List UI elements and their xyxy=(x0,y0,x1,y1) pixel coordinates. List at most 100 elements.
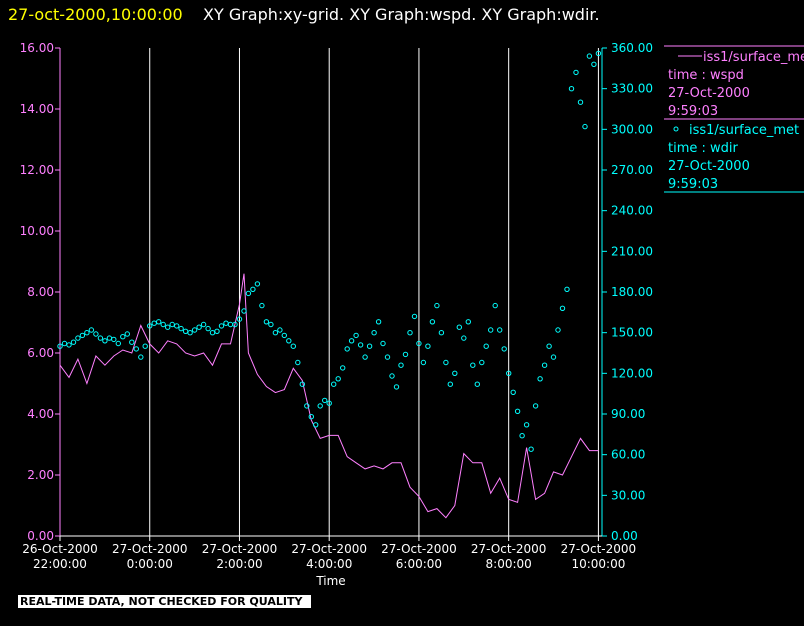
left-axis-tick-label: 16.00 xyxy=(20,41,54,55)
wdir-point xyxy=(438,330,445,336)
right-axis-tick-label: 300.00 xyxy=(611,122,653,136)
wdir-point xyxy=(348,338,355,344)
wdir-point xyxy=(407,330,413,336)
right-axis-tick-label: 30.00 xyxy=(611,488,645,502)
wdir-point xyxy=(595,50,602,57)
wdir-point xyxy=(577,99,584,105)
wdir-point xyxy=(250,286,256,292)
x-axis-tick-time: 6:00:00 xyxy=(396,557,442,571)
wdir-point xyxy=(344,346,350,352)
wdir-point xyxy=(286,338,292,344)
wdir-point xyxy=(79,332,86,339)
wdir-point xyxy=(452,370,458,376)
wdir-point xyxy=(272,330,279,336)
wdir-point xyxy=(506,370,512,376)
wdir-point xyxy=(147,323,153,329)
title-graph-list: XY Graph:xy-grid. XY Graph:wspd. XY Grap… xyxy=(203,5,600,24)
wdir-point xyxy=(335,376,341,382)
wdir-point xyxy=(537,376,543,382)
wdir-point xyxy=(523,422,530,428)
left-axis-tick-label: 2.00 xyxy=(27,468,54,482)
x-axis-tick-date: 27-Oct-2000 xyxy=(112,542,188,556)
wdir-point xyxy=(268,321,274,328)
x-axis-tick-date: 27-Oct-2000 xyxy=(381,542,457,556)
wdir-point xyxy=(263,319,270,325)
right-axis-tick-label: 120.00 xyxy=(611,366,653,380)
wdir-point xyxy=(178,325,184,332)
wdir-point xyxy=(120,334,126,340)
wdir-point xyxy=(75,335,81,341)
wdir-point xyxy=(384,354,391,360)
wdir-point xyxy=(443,359,449,366)
wdir-point xyxy=(259,302,265,309)
right-axis-tick-label: 210.00 xyxy=(611,244,653,258)
wdir-point xyxy=(299,381,305,387)
wdir-point xyxy=(528,446,534,452)
wdir-point xyxy=(227,321,234,328)
left-axis-tick-label: 4.00 xyxy=(27,407,54,421)
legend-wspd-var: time : wspd xyxy=(668,68,744,83)
wdir-point xyxy=(541,362,548,368)
wdir-point xyxy=(66,342,72,348)
legend-wdir-var: time : wdir xyxy=(668,141,739,156)
wdir-point xyxy=(357,342,364,348)
wdir-point xyxy=(205,325,211,332)
wdir-point xyxy=(492,302,498,309)
wdir-point xyxy=(474,381,480,387)
right-axis-tick-label: 60.00 xyxy=(611,448,645,462)
wdir-point xyxy=(479,359,485,366)
wdir-point xyxy=(84,330,90,336)
wdir-point xyxy=(142,343,148,349)
wdir-point xyxy=(470,362,476,368)
wdir-point xyxy=(70,339,77,345)
wdir-point xyxy=(586,53,593,59)
x-axis-tick-date: 27-Oct-2000 xyxy=(202,542,278,556)
wdir-point xyxy=(389,373,395,379)
wdir-point xyxy=(340,365,346,371)
wdir-point xyxy=(196,324,202,330)
wdir-point xyxy=(313,422,319,428)
x-axis-tick-time: 2:00:00 xyxy=(216,557,262,571)
wdir-point xyxy=(573,69,579,76)
wdir-point xyxy=(362,354,368,360)
wdir-point xyxy=(497,327,503,333)
wdir-point xyxy=(322,397,328,404)
left-axis-tick-label: 12.00 xyxy=(20,163,54,177)
wdir-point xyxy=(151,320,157,326)
wdir-point xyxy=(290,343,296,349)
wdir-point xyxy=(209,330,216,336)
right-axis-tick-label: 180.00 xyxy=(611,285,653,299)
wdir-point xyxy=(308,414,314,420)
wdir-point xyxy=(106,335,113,341)
left-axis-tick-label: 6.00 xyxy=(27,346,54,360)
wdir-point xyxy=(461,335,467,341)
x-axis-tick-time: 8:00:00 xyxy=(486,557,532,571)
wdir-point xyxy=(236,316,243,322)
wdir-point xyxy=(124,331,131,337)
wdir-point xyxy=(434,302,440,309)
right-axis-tick-label: 0.00 xyxy=(611,529,638,543)
wdir-point xyxy=(559,305,566,311)
wdir-point xyxy=(277,327,283,333)
wdir-point xyxy=(200,321,207,328)
wdir-point xyxy=(218,323,225,329)
left-axis-tick-label: 14.00 xyxy=(20,102,54,116)
wdir-point xyxy=(546,343,552,349)
legend-wspd-name: iss1/surface_met xyxy=(703,50,804,65)
wdir-point xyxy=(187,330,193,336)
wdir-point xyxy=(564,286,570,292)
wdir-point xyxy=(281,332,287,339)
wdir-point xyxy=(514,408,521,414)
x-axis-tick-date: 27-Oct-2000 xyxy=(471,542,547,556)
wdir-point xyxy=(241,308,247,314)
wdir-point xyxy=(375,319,382,325)
wdir-point xyxy=(93,331,99,337)
right-axis-tick-label: 360.00 xyxy=(611,41,653,55)
wdir-point xyxy=(568,86,575,92)
wdir-point xyxy=(465,319,471,325)
wdir-point xyxy=(129,339,135,345)
wdir-point xyxy=(88,327,95,333)
legend-wspd-time: 9:59:03 xyxy=(668,104,718,119)
wdir-point xyxy=(245,290,252,297)
